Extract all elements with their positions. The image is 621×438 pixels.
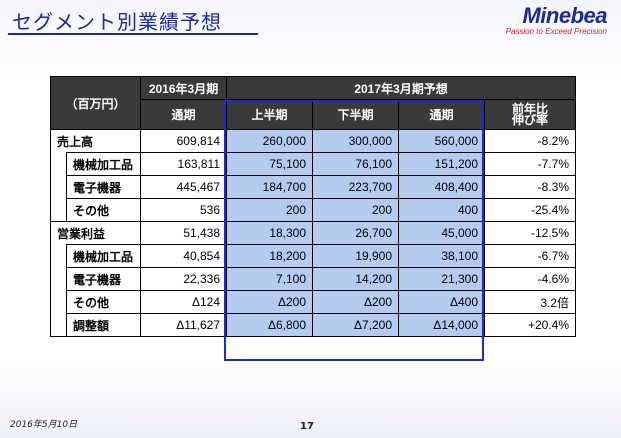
row-label: 電子機器 [65,267,142,291]
value-first-half: Δ6,800 [226,313,314,337]
value-first-half: 260,000 [226,129,314,153]
value-2016: 609,814 [140,129,228,153]
value-2016: Δ11,627 [140,313,228,337]
value-2016: Δ124 [140,290,228,314]
value-first-half: Δ200 [226,290,314,314]
footer-date: 2016年5月10日 [10,420,78,430]
header-2017: 2017年3月期予想 [226,76,577,100]
value-full-year: Δ14,000 [398,313,486,337]
row-label: 売上高 [49,129,142,153]
value-yoy: 3.2倍 [484,290,577,314]
value-yoy: -25.4% [484,198,577,222]
indent-cell [50,175,67,199]
value-second-half: 14,200 [312,267,400,291]
header-yoy: 前年比 伸び率 [484,99,577,130]
row-label: その他 [65,290,142,314]
row-label: 営業利益 [49,221,142,245]
value-first-half: 75,100 [226,152,314,176]
table-row: 電子機器 22,336 7,100 14,200 21,300 -4.6% [50,267,577,291]
value-2016: 40,854 [140,244,228,268]
value-full-year: 38,100 [398,244,486,268]
value-full-year: 45,000 [398,221,486,245]
value-yoy: -7.7% [484,152,577,176]
segment-forecast-table: （百万円） 2016年3月期 2017年3月期予想 通期 上半期 下半期 通期 … [49,76,577,337]
title-underline [8,33,258,35]
unit-label: （百万円） [49,76,142,130]
table-row: 電子機器 445,467 184,700 223,700 408,400 -8.… [50,175,577,199]
page-title: セグメント別業績予想 [12,10,222,34]
value-first-half: 184,700 [226,175,314,199]
value-first-half: 7,100 [226,267,314,291]
header-second-half: 下半期 [312,99,400,130]
value-full-year: 408,400 [398,175,486,199]
header-2016-full-year: 通期 [140,99,228,130]
value-yoy: +20.4% [484,313,577,337]
header-first-half: 上半期 [226,99,314,130]
value-2016: 536 [140,198,228,222]
logo-name: Minebea [522,3,607,28]
value-yoy: -12.5% [484,221,577,245]
indent-cell [50,152,67,176]
value-second-half: 76,100 [312,152,400,176]
value-yoy: -4.6% [484,267,577,291]
header-2017-full-year: 通期 [398,99,486,130]
value-2016: 445,467 [140,175,228,199]
indent-cell [50,290,67,314]
indent-cell [50,313,67,337]
value-second-half: 200 [312,198,400,222]
indent-cell [50,267,67,291]
table-row: 機械加工品 40,854 18,200 19,900 38,100 -6.7% [50,244,577,268]
table-row: 機械加工品 163,811 75,100 76,100 151,200 -7.7… [50,152,577,176]
header-2016: 2016年3月期 [140,76,228,100]
value-full-year: 400 [398,198,486,222]
value-2016: 163,811 [140,152,228,176]
value-full-year: 151,200 [398,152,486,176]
value-second-half: Δ200 [312,290,400,314]
value-yoy: -6.7% [484,244,577,268]
value-full-year: 560,000 [398,129,486,153]
value-second-half: 19,900 [312,244,400,268]
indent-cell [50,198,67,222]
row-label: 機械加工品 [65,152,142,176]
value-second-half: Δ7,200 [312,313,400,337]
row-label: 調整額 [65,313,142,337]
value-full-year: 21,300 [398,267,486,291]
value-2016: 51,438 [140,221,228,245]
table-row: その他 Δ124 Δ200 Δ200 Δ400 3.2倍 [50,290,577,314]
page-number: 17 [300,421,314,432]
row-label: 電子機器 [65,175,142,199]
value-second-half: 300,000 [312,129,400,153]
table-row: 調整額 Δ11,627 Δ6,800 Δ7,200 Δ14,000 +20.4% [50,313,577,337]
value-second-half: 223,700 [312,175,400,199]
indent-cell [50,244,67,268]
table-row: その他 536 200 200 400 -25.4% [50,198,577,222]
value-first-half: 18,200 [226,244,314,268]
company-logo: Minebea Passion to Exceed Precision [505,3,608,37]
value-yoy: -8.3% [484,175,577,199]
table-row: 営業利益 51,438 18,300 26,700 45,000 -12.5% [49,221,577,245]
value-first-half: 18,300 [226,221,314,245]
value-first-half: 200 [226,198,314,222]
row-label: 機械加工品 [65,244,142,268]
table-row: 売上高 609,814 260,000 300,000 560,000 -8.2… [49,129,577,153]
row-label: その他 [65,198,142,222]
logo-tagline: Passion to Exceed Precision [505,27,607,36]
value-2016: 22,336 [140,267,228,291]
value-full-year: Δ400 [398,290,486,314]
value-second-half: 26,700 [312,221,400,245]
value-yoy: -8.2% [484,129,577,153]
